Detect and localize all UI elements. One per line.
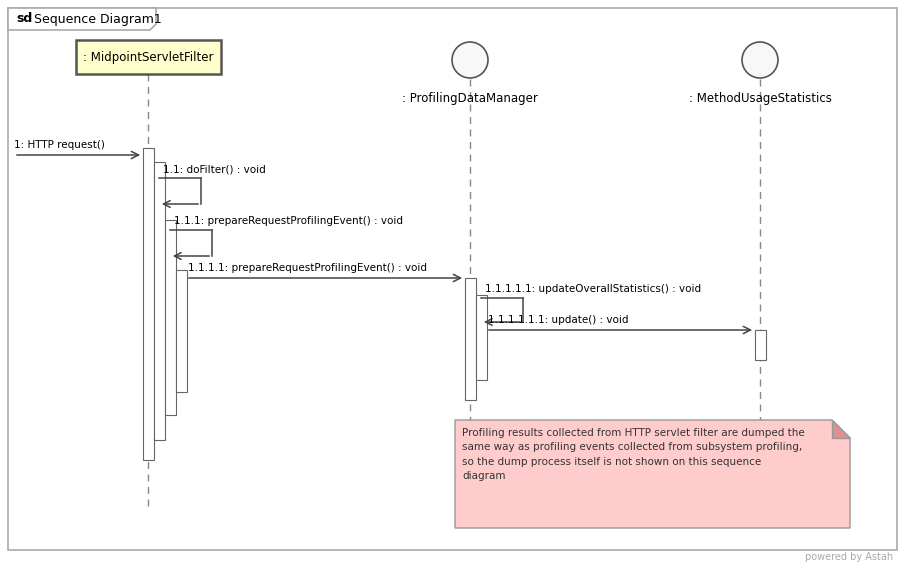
Polygon shape [455,420,850,528]
Bar [476,295,487,380]
Text: : ProfilingDataManager: : ProfilingDataManager [402,92,538,105]
Bar [154,162,165,440]
Polygon shape [832,420,850,438]
Text: 1.1.1: prepareRequestProfilingEvent() : void: 1.1.1: prepareRequestProfilingEvent() : … [174,216,403,226]
Text: : MidpointServletFilter: : MidpointServletFilter [82,50,214,63]
Polygon shape [8,8,156,30]
Text: 1: HTTP request(): 1: HTTP request() [14,140,105,150]
Bar [465,278,476,400]
Text: sd: sd [16,13,33,26]
Bar [143,148,154,460]
Text: 1.1: doFilter() : void: 1.1: doFilter() : void [163,164,266,174]
Text: : MethodUsageStatistics: : MethodUsageStatistics [689,92,832,105]
Text: 1.1.1.1: prepareRequestProfilingEvent() : void: 1.1.1.1: prepareRequestProfilingEvent() … [188,263,427,273]
Text: Profiling results collected from HTTP servlet filter are dumped the
same way as : Profiling results collected from HTTP se… [462,428,805,481]
Text: Sequence Diagram1: Sequence Diagram1 [30,13,162,26]
Bar [755,330,766,360]
Bar [165,220,176,415]
Bar [176,270,187,392]
Text: powered by Astah: powered by Astah [805,552,893,562]
Text: 1.1.1.1.1.1: update() : void: 1.1.1.1.1.1: update() : void [488,315,628,325]
Circle shape [452,42,488,78]
Circle shape [742,42,778,78]
Text: 1.1.1.1.1: updateOverallStatistics() : void: 1.1.1.1.1: updateOverallStatistics() : v… [485,284,701,294]
Bar [76,40,221,74]
